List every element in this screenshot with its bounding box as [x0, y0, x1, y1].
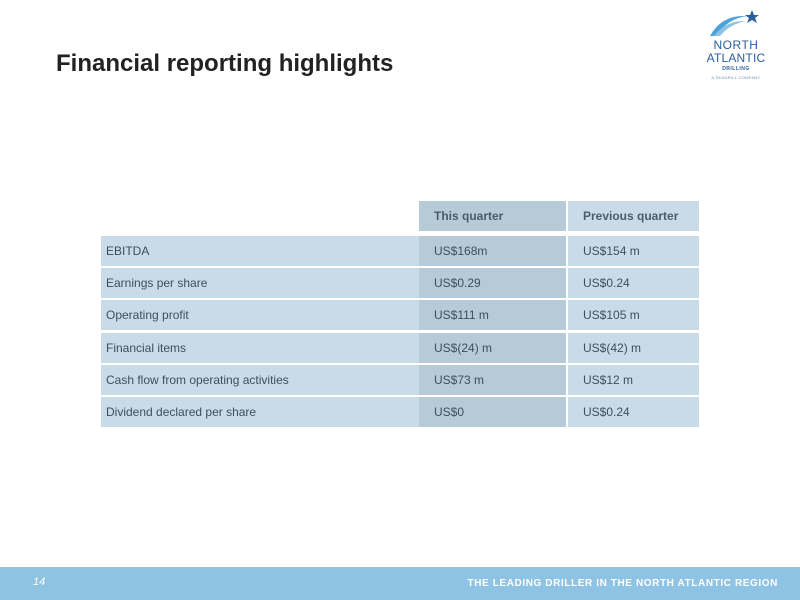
row-label: Cash flow from operating activities	[101, 365, 419, 395]
slide-title: Financial reporting highlights	[56, 50, 394, 77]
logo-text-drilling: DRILLING	[722, 66, 750, 72]
footer-tagline: THE LEADING DRILLER IN THE NORTH ATLANTI…	[467, 578, 778, 589]
row-previous-quarter: US$(42) m	[568, 333, 699, 363]
row-previous-quarter: US$12 m	[568, 365, 699, 395]
row-label: Dividend declared per share	[101, 397, 419, 427]
table-row: Financial items US$(24) m US$(42) m	[101, 333, 699, 363]
row-this-quarter: US$168m	[419, 236, 566, 266]
logo-text-company: A SEADRILL COMPANY	[711, 75, 761, 80]
row-previous-quarter: US$154 m	[568, 236, 699, 266]
row-this-quarter: US$111 m	[419, 300, 566, 330]
row-previous-quarter: US$105 m	[568, 300, 699, 330]
row-this-quarter: US$0.29	[419, 268, 566, 298]
header-label-cell	[101, 201, 419, 231]
row-label: Financial items	[101, 333, 419, 363]
table-row: Earnings per share US$0.29 US$0.24	[101, 268, 699, 298]
header-this-quarter: This quarter	[419, 201, 566, 231]
row-this-quarter: US$(24) m	[419, 333, 566, 363]
table-header-row: This quarter Previous quarter	[101, 201, 699, 231]
table-row: Operating profit US$111 m US$105 m	[101, 300, 699, 330]
table-row: Cash flow from operating activities US$7…	[101, 365, 699, 395]
row-previous-quarter: US$0.24	[568, 397, 699, 427]
table-row: EBITDA US$168m US$154 m	[101, 236, 699, 266]
page-number: 14	[33, 576, 46, 588]
logo-text-north: NORTH	[713, 38, 759, 52]
header-previous-quarter: Previous quarter	[568, 201, 699, 231]
row-previous-quarter: US$0.24	[568, 268, 699, 298]
company-logo: NORTH ATLANTIC DRILLING A SEADRILL COMPA…	[700, 8, 772, 88]
row-label: EBITDA	[101, 236, 419, 266]
table-row: Dividend declared per share US$0 US$0.24	[101, 397, 699, 427]
logo-text-atlantic: ATLANTIC	[706, 51, 766, 65]
row-this-quarter: US$73 m	[419, 365, 566, 395]
row-label: Operating profit	[101, 300, 419, 330]
slide-footer: 14 THE LEADING DRILLER IN THE NORTH ATLA…	[0, 567, 800, 600]
row-label: Earnings per share	[101, 268, 419, 298]
shooting-star-icon	[710, 10, 759, 36]
row-this-quarter: US$0	[419, 397, 566, 427]
